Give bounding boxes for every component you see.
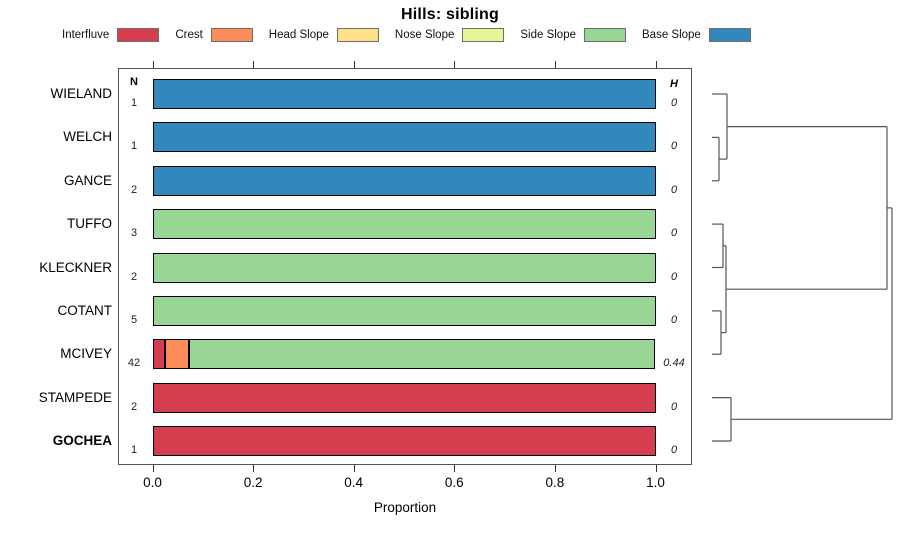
x-axis-tick-label: 0.2 [243, 475, 263, 490]
x-axis-tick-top [253, 61, 255, 68]
bar-segment-interfluve [152, 339, 165, 370]
n-value: 3 [130, 227, 138, 240]
stacked-bar-welch [152, 122, 656, 153]
legend-label: Nose Slope [394, 29, 455, 41]
x-axis-tick-bottom [454, 465, 456, 472]
bar-segment-interfluve [152, 426, 656, 456]
stacked-bar-cotant [152, 295, 656, 326]
x-axis-tick-top [655, 61, 657, 68]
h-value: 0 [670, 140, 678, 153]
stacked-bar-tuffo [152, 209, 656, 240]
x-axis-tick-label: 0.4 [344, 475, 364, 490]
legend-label: Crest [175, 29, 203, 41]
legend-item-interfluve: Interfluve [62, 28, 160, 42]
x-axis-title: Proportion [373, 500, 437, 515]
bar-segment-side-slope [188, 339, 656, 370]
legend-item-side-slope: Side Slope [520, 28, 626, 42]
n-value: 2 [130, 400, 138, 413]
x-axis-tick-label: 1.0 [646, 475, 665, 490]
h-value: 0 [670, 400, 678, 413]
n-value: 1 [130, 140, 138, 153]
n-value: 2 [130, 183, 138, 196]
h-value: 0 [670, 227, 678, 240]
row-label-gance: GANCE [63, 172, 112, 188]
x-axis-tick-bottom [554, 465, 557, 472]
bar-segment-interfluve [152, 382, 656, 413]
stacked-bar-gochea [152, 426, 656, 456]
legend-item-base-slope: Base Slope [642, 28, 751, 42]
x-axis-tick-top [554, 61, 557, 68]
legend-color-swatch [117, 28, 160, 42]
h-value: 0.44 [663, 357, 685, 370]
stacked-bar-stampede [152, 382, 656, 413]
h-value: 0 [670, 183, 678, 196]
x-axis-tick-label: 0.0 [143, 475, 162, 490]
bar-segment-base-slope [152, 165, 656, 196]
n-value: 1 [130, 97, 138, 109]
legend-item-head-slope: Head Slope [269, 28, 379, 42]
legend-label: Interfluve [62, 29, 110, 41]
n-value: 5 [130, 313, 138, 326]
row-label-stampede: STAMPEDE [38, 389, 112, 405]
row-label-wieland: WIELAND [50, 86, 112, 101]
stacked-bar-kleckner [152, 252, 656, 283]
legend-color-swatch [708, 28, 751, 42]
n-value: 42 [127, 357, 141, 370]
row-label-welch: WELCH [63, 129, 112, 145]
row-label-mcivey: MCIVEY [60, 346, 112, 362]
legend-color-swatch [210, 28, 253, 42]
stacked-bar-gance [152, 165, 656, 196]
bar-segment-crest [164, 339, 189, 370]
row-label-tuffo: TUFFO [67, 216, 112, 232]
legend-label: Side Slope [520, 29, 576, 41]
bar-segment-side-slope [152, 295, 656, 326]
legend-color-swatch [336, 28, 379, 42]
stacked-bar-mcivey [152, 339, 656, 370]
x-axis-tick-label: 0.6 [444, 475, 464, 490]
legend-color-swatch [584, 28, 626, 42]
legend-item-nose-slope: Nose Slope [394, 28, 505, 42]
x-axis-tick-bottom [253, 465, 255, 472]
bar-segment-base-slope [152, 122, 656, 153]
n-value: 1 [130, 444, 138, 456]
bar-segment-side-slope [152, 209, 656, 240]
h-column-header: H [670, 78, 678, 90]
h-value: 0 [670, 270, 678, 283]
x-axis-tick-label: 0.8 [545, 475, 565, 490]
bar-segment-base-slope [152, 79, 656, 109]
stacked-bar-wieland [152, 79, 656, 109]
legend-color-swatch [462, 28, 505, 42]
x-axis-tick-bottom [655, 465, 657, 472]
legend-label: Head Slope [268, 29, 329, 41]
row-label-cotant: COTANT [57, 302, 113, 318]
x-axis-tick-top [353, 61, 355, 68]
bar-segment-side-slope [152, 252, 656, 283]
legend-label: Base Slope [642, 29, 701, 41]
row-label-gochea: GOCHEA [52, 433, 112, 448]
chart-title: Hills: sibling [401, 6, 499, 23]
h-value: 0 [670, 444, 678, 456]
x-axis-tick-top [454, 61, 456, 68]
row-label-kleckner: KLECKNER [39, 259, 112, 275]
n-value: 2 [130, 270, 138, 283]
x-axis-tick-bottom [152, 465, 154, 472]
h-value: 0 [670, 313, 678, 326]
n-column-header: N [130, 76, 138, 88]
legend-item-crest: Crest [175, 28, 253, 42]
h-value: 0 [670, 97, 678, 109]
x-axis-tick-bottom [353, 465, 355, 472]
legend: Interfluve Crest Head Slope Nose Slope Side … [62, 26, 822, 44]
x-axis-tick-top [152, 61, 154, 68]
